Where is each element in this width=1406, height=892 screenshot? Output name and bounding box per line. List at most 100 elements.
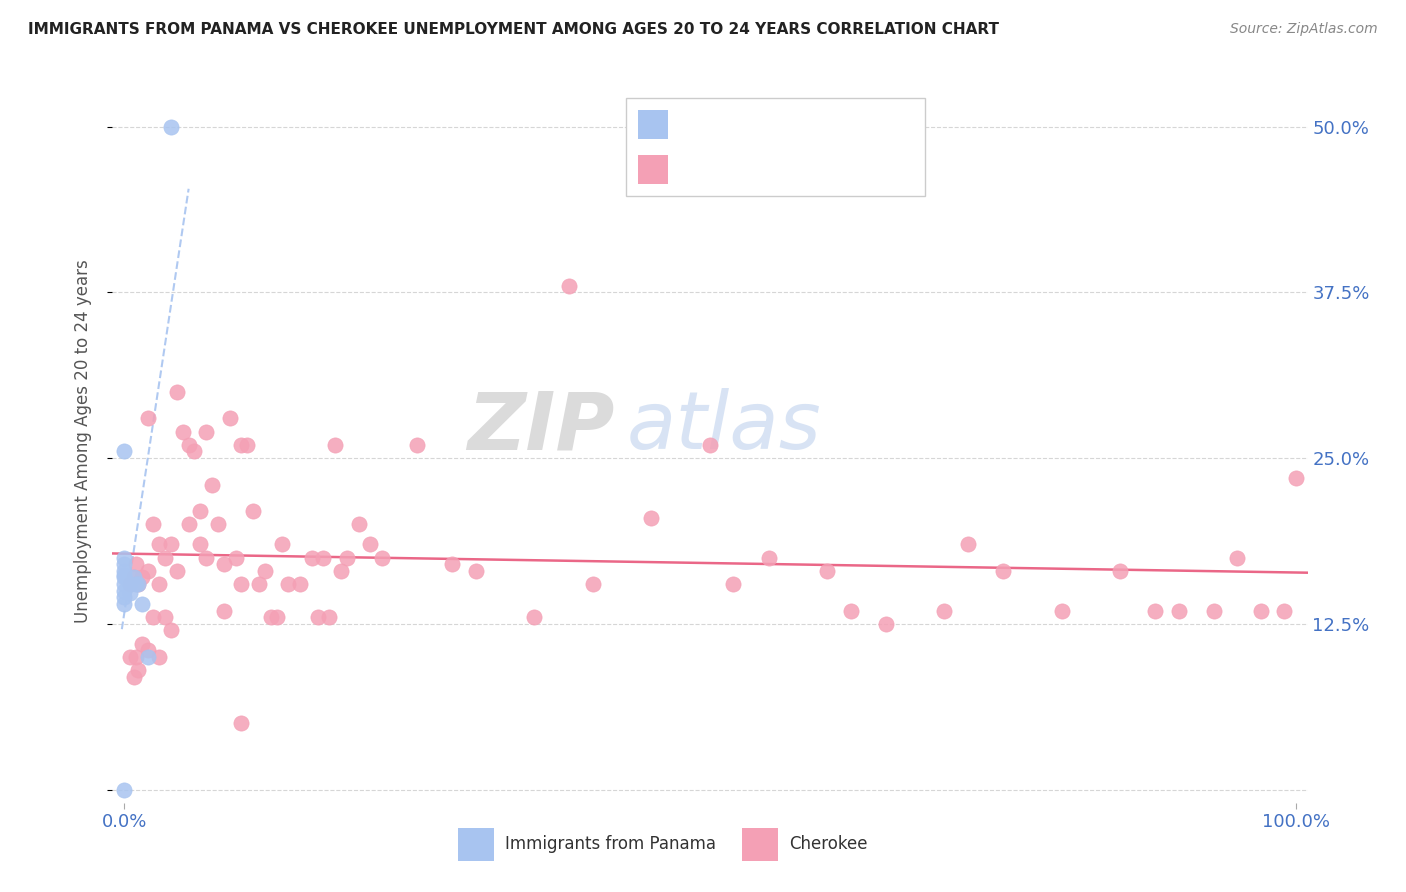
Point [301, 550, 323, 565]
Point [177, 517, 200, 532]
Point [120, 586, 141, 600]
Point [177, 438, 200, 452]
Point [172, 425, 194, 439]
Point [991, 564, 1014, 578]
Point [112, 583, 135, 598]
Point [120, 577, 141, 591]
Point [131, 570, 153, 584]
Point [699, 438, 721, 452]
Point [112, 567, 135, 582]
Point [136, 643, 159, 657]
Point [231, 716, 253, 731]
Point [1272, 603, 1295, 617]
Point [112, 550, 135, 565]
Point [131, 637, 153, 651]
Point [330, 564, 353, 578]
Point [1109, 564, 1132, 578]
Point [406, 438, 429, 452]
Point [125, 557, 148, 571]
Point [371, 550, 394, 565]
Point [125, 650, 148, 665]
Point [956, 537, 979, 551]
Point [934, 603, 956, 617]
Text: ZIP: ZIP [467, 388, 614, 467]
Point [112, 577, 135, 591]
Point [127, 577, 149, 591]
Point [242, 504, 264, 518]
Point [212, 557, 235, 571]
Point [112, 597, 135, 611]
Point [120, 577, 141, 591]
Point [122, 670, 145, 684]
Point [122, 570, 145, 584]
Point [253, 564, 276, 578]
Point [112, 570, 135, 584]
Point [288, 577, 311, 591]
Y-axis label: Unemployment Among Ages 20 to 24 years: Unemployment Among Ages 20 to 24 years [73, 260, 91, 624]
Point [142, 610, 165, 624]
Point [188, 537, 212, 551]
Point [312, 550, 335, 565]
Point [136, 564, 159, 578]
Point [148, 577, 170, 591]
Point [441, 557, 464, 571]
Text: IMMIGRANTS FROM PANAMA VS CHEROKEE UNEMPLOYMENT AMONG AGES 20 TO 24 YEARS CORREL: IMMIGRANTS FROM PANAMA VS CHEROKEE UNEMP… [28, 22, 1000, 37]
Point [1167, 603, 1189, 617]
Point [207, 517, 229, 532]
Point [218, 411, 240, 425]
Point [1285, 471, 1308, 485]
Point [271, 537, 294, 551]
Point [127, 577, 149, 591]
Point [875, 616, 897, 631]
Point [815, 564, 838, 578]
Point [1144, 603, 1167, 617]
Point [839, 603, 862, 617]
Point [640, 510, 662, 524]
Point [155, 610, 177, 624]
Point [112, 557, 135, 571]
Point [723, 577, 745, 591]
Point [136, 650, 159, 665]
Point [183, 444, 205, 458]
Point [166, 564, 188, 578]
Point [758, 550, 780, 565]
Point [148, 650, 170, 665]
Point [260, 610, 283, 624]
Point [166, 384, 188, 399]
Point [266, 610, 288, 624]
Point [464, 564, 486, 578]
Point [142, 517, 165, 532]
Point [120, 650, 141, 665]
Point [231, 438, 253, 452]
Point [127, 663, 149, 677]
Point [112, 564, 135, 578]
Point [136, 411, 159, 425]
Point [160, 537, 183, 551]
Point [195, 425, 218, 439]
Point [201, 477, 224, 491]
Point [247, 577, 270, 591]
Point [112, 591, 135, 605]
Point [277, 577, 299, 591]
Point [112, 444, 135, 458]
Point [236, 438, 259, 452]
Point [582, 577, 605, 591]
Point [307, 610, 329, 624]
Point [131, 597, 153, 611]
Point [323, 438, 346, 452]
Text: Source: ZipAtlas.com: Source: ZipAtlas.com [1230, 22, 1378, 37]
Point [188, 504, 212, 518]
Point [1202, 603, 1225, 617]
Point [160, 120, 183, 134]
Point [558, 278, 581, 293]
Point [225, 550, 247, 565]
Point [347, 517, 370, 532]
Point [160, 624, 183, 638]
Point [336, 550, 359, 565]
Point [155, 550, 177, 565]
Text: atlas: atlas [627, 388, 821, 467]
Point [125, 577, 148, 591]
Point [359, 537, 381, 551]
Point [148, 537, 170, 551]
Point [1050, 603, 1073, 617]
